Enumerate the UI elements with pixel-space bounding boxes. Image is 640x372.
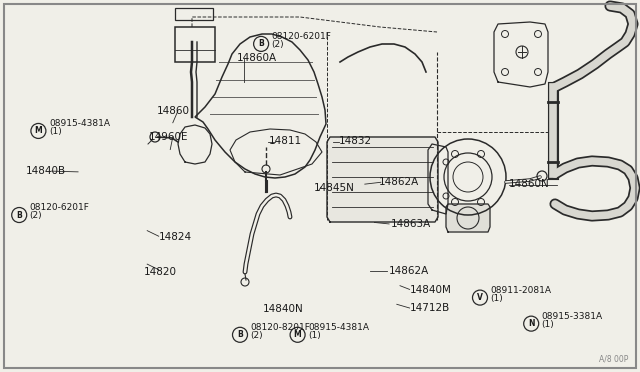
Text: M: M bbox=[35, 126, 42, 135]
Text: 14840B: 14840B bbox=[26, 166, 66, 176]
Polygon shape bbox=[446, 204, 490, 232]
Text: 08120-6201F: 08120-6201F bbox=[271, 32, 332, 41]
Text: (1): (1) bbox=[308, 331, 321, 340]
Text: 08915-3381A: 08915-3381A bbox=[541, 312, 603, 321]
Text: B: B bbox=[17, 211, 22, 219]
Text: 14820: 14820 bbox=[144, 267, 177, 276]
Text: 14832: 14832 bbox=[339, 136, 372, 145]
Text: (2): (2) bbox=[29, 211, 42, 220]
Text: 14862A: 14862A bbox=[389, 266, 429, 276]
Text: 14863A: 14863A bbox=[390, 219, 431, 229]
Text: 14860A: 14860A bbox=[237, 53, 277, 62]
Bar bbox=[175, 27, 215, 62]
Polygon shape bbox=[327, 137, 438, 222]
Text: 08911-2081A: 08911-2081A bbox=[490, 286, 552, 295]
Text: 14860: 14860 bbox=[157, 106, 190, 116]
Text: V: V bbox=[477, 293, 483, 302]
Text: 08915-4381A: 08915-4381A bbox=[49, 119, 110, 128]
Text: (1): (1) bbox=[541, 320, 554, 328]
Text: 14845N: 14845N bbox=[314, 183, 355, 193]
Text: M: M bbox=[294, 330, 301, 339]
Text: 14824: 14824 bbox=[159, 232, 192, 242]
Text: B: B bbox=[237, 330, 243, 339]
Text: 08915-4381A: 08915-4381A bbox=[308, 323, 369, 332]
Text: (1): (1) bbox=[49, 127, 61, 136]
Text: (2): (2) bbox=[250, 331, 263, 340]
Text: 08120-6201F: 08120-6201F bbox=[29, 203, 90, 212]
Text: (1): (1) bbox=[490, 294, 503, 302]
Bar bbox=[175, 8, 213, 20]
Text: 14840M: 14840M bbox=[410, 285, 451, 295]
Text: N: N bbox=[528, 319, 534, 328]
Text: (2): (2) bbox=[271, 40, 284, 49]
Text: B: B bbox=[259, 39, 264, 48]
Text: 14860N: 14860N bbox=[509, 179, 550, 189]
Text: 14840N: 14840N bbox=[262, 304, 303, 314]
Text: A/8 00P: A/8 00P bbox=[598, 355, 628, 364]
Text: 08120-8201F: 08120-8201F bbox=[250, 323, 310, 332]
Text: 14811: 14811 bbox=[269, 136, 302, 145]
Text: 14712B: 14712B bbox=[410, 303, 450, 313]
Text: 14862A: 14862A bbox=[379, 177, 419, 187]
Text: 14960E: 14960E bbox=[149, 132, 189, 142]
